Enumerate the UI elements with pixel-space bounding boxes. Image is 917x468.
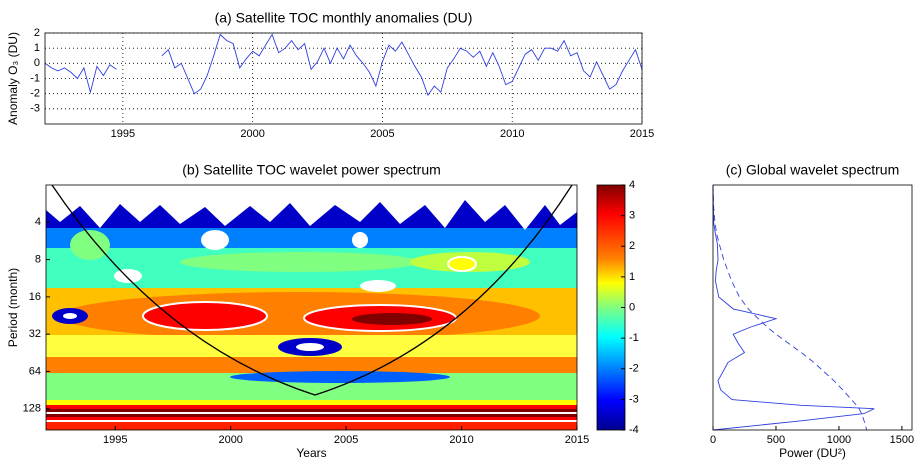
y-tick-label: 8 [35,253,41,265]
colorbar-tick-label: -2 [629,363,639,375]
x-axis-label: Power (DU²) [779,446,846,460]
x-tick-label: 1995 [111,128,135,140]
spectrum-line [712,184,868,431]
x-tick-label: 500 [767,434,785,446]
data-line [44,33,643,97]
x-axis-label: Years [296,446,326,460]
x-tick-label: 2000 [240,128,264,140]
y-tick-label: -2 [30,88,40,100]
x-tick-label: 2010 [500,128,524,140]
x-tick-label: 1000 [827,434,851,446]
colorbar-tick-label: -3 [629,393,639,405]
colorbar-tick-label: 2 [629,240,635,252]
y-tick-label: 2 [34,27,40,39]
plot-frame [44,32,643,125]
chart-title: (b) Satellite TOC wavelet power spectrum [182,162,441,178]
y-tick-label: -3 [30,103,40,115]
y-tick-label: 1 [34,42,40,54]
y-axis-label: Period (month) [6,268,20,347]
colorbar [596,184,626,431]
x-tick-label: 1995 [103,434,127,446]
chart-title: (c) Global wavelet spectrum [726,162,900,178]
x-tick-label: 2015 [565,434,589,446]
y-tick-label: 128 [23,403,41,415]
x-tick-label: 0 [710,434,716,446]
colorbar-tick-label: -1 [629,332,639,344]
y-tick-label: 32 [29,328,41,340]
x-tick-label: 1500 [890,434,914,446]
y-tick-label: 16 [29,291,41,303]
x-tick-label: 2005 [334,434,358,446]
spectrum-line [712,184,875,431]
y-tick-label: 4 [35,216,41,228]
colorbar-tick-label: 0 [629,301,635,313]
chart-title: (a) Satellite TOC monthly anomalies (DU) [215,10,473,26]
plot-frame [712,184,913,431]
x-tick-label: 2010 [449,434,473,446]
x-tick-label: 2000 [218,434,242,446]
y-tick-label: 0 [34,57,40,69]
y-tick-label: -1 [30,72,40,84]
y-axis-label: Anomaly O₃ (DU) [6,32,20,125]
colorbar-tick-label: 1 [629,271,635,283]
colorbar-tick-label: 4 [629,179,635,191]
x-tick-label: 2015 [630,128,654,140]
plot-frame [45,184,578,431]
x-tick-label: 2005 [370,128,394,140]
colorbar-tick-label: 3 [629,210,635,222]
y-tick-label: 64 [29,365,41,377]
wavelet-contour [46,185,577,430]
colorbar-tick-label: -4 [629,424,639,436]
